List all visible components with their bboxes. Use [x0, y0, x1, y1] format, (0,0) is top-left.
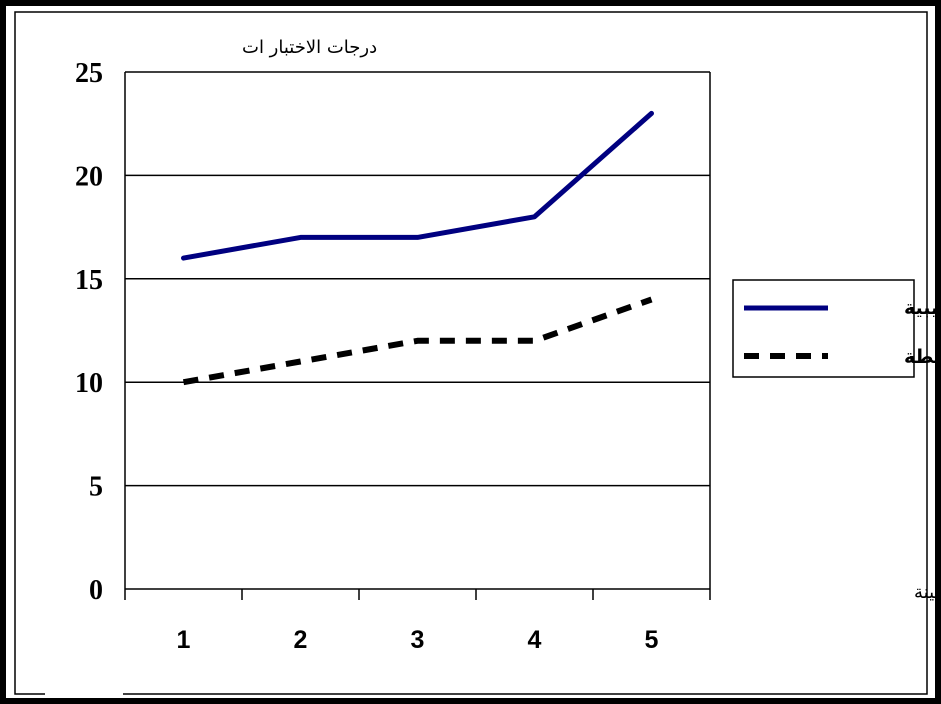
- x-tick-labels: 1 2 3 4 5: [177, 626, 659, 654]
- legend-label-control: ضابطة: [904, 346, 941, 368]
- x-tick-label: 2: [294, 626, 308, 654]
- y-tick-label: 10: [75, 368, 103, 399]
- y-tick-label: 15: [75, 265, 103, 296]
- x-tick-label: 5: [645, 626, 659, 654]
- series-line-control: [182, 296, 653, 386]
- x-tick-label: 3: [411, 626, 425, 654]
- legend-box: [732, 279, 915, 378]
- y-axis-label: درجات الاختبار ات: [242, 37, 377, 58]
- series-line-experimental: [181, 110, 654, 261]
- gridlines: [125, 71, 710, 487]
- x-tick-label: 1: [177, 626, 191, 654]
- x-tick-label: 4: [528, 626, 542, 654]
- y-tick-label: 0: [89, 575, 103, 606]
- legend: تجريبية ضابطة: [732, 279, 941, 378]
- x-tick-marks: [124, 589, 711, 600]
- y-tick-label: 20: [75, 161, 103, 192]
- series-layer: [181, 110, 654, 386]
- y-tick-label: 5: [89, 472, 103, 503]
- legend-label-experimental: تجريبية: [904, 297, 941, 319]
- y-tick-label: 25: [75, 58, 103, 89]
- inner-border: [14, 11, 928, 695]
- frame-gap: [45, 690, 123, 698]
- y-tick-labels: 0 5 10 15 20 25: [75, 58, 103, 606]
- x-axis-label: عدد افراد العينة: [914, 582, 941, 603]
